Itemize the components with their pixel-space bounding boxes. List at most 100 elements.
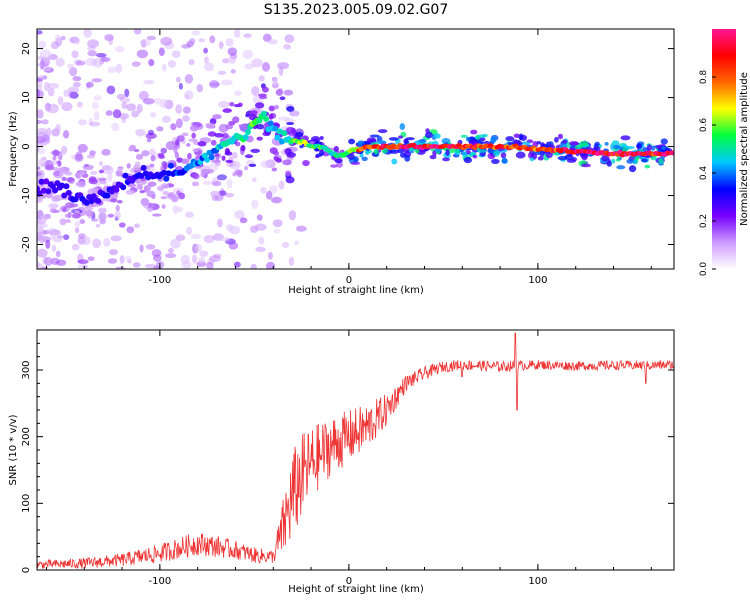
noise-blob bbox=[203, 56, 210, 64]
noise-blob bbox=[191, 30, 200, 36]
halo-blob bbox=[632, 159, 638, 165]
halo-blob bbox=[557, 133, 564, 140]
noise-blob bbox=[77, 143, 88, 153]
halo-blob bbox=[65, 219, 72, 223]
halo-blob bbox=[513, 133, 520, 139]
colorbar-gradient bbox=[712, 29, 736, 269]
noise-blob bbox=[234, 210, 245, 220]
halo-blob bbox=[147, 207, 154, 213]
halo-blob bbox=[660, 138, 668, 145]
noise-blob bbox=[251, 199, 259, 209]
halo-blob bbox=[624, 146, 635, 150]
noise-blob bbox=[74, 38, 80, 45]
noise-blob bbox=[105, 110, 113, 116]
noise-blob bbox=[98, 160, 104, 166]
halo-blob bbox=[562, 139, 568, 144]
noise-blob bbox=[57, 96, 64, 106]
noise-blob bbox=[44, 105, 52, 111]
halo-blob bbox=[125, 189, 135, 195]
halo-blob bbox=[146, 138, 152, 143]
noise-blob bbox=[43, 256, 53, 267]
noise-blob bbox=[115, 266, 126, 269]
noise-blob bbox=[170, 238, 181, 249]
halo-blob bbox=[271, 167, 278, 172]
colorbar-tick-label: 0.2 bbox=[699, 214, 709, 228]
noise-blob bbox=[92, 57, 103, 68]
noise-blob bbox=[267, 39, 278, 45]
noise-blob bbox=[126, 103, 137, 112]
halo-blob bbox=[474, 135, 481, 140]
halo-blob bbox=[463, 156, 473, 164]
halo-blob bbox=[299, 145, 304, 149]
halo-blob bbox=[658, 158, 664, 165]
halo-blob bbox=[376, 140, 387, 145]
halo-blob bbox=[579, 140, 589, 147]
noise-blob bbox=[230, 69, 236, 74]
halo-blob bbox=[99, 218, 106, 225]
halo-blob bbox=[333, 145, 340, 153]
colorbar-label: Normalized spectral amplitude bbox=[739, 72, 750, 226]
noise-blob bbox=[204, 62, 215, 72]
halo-blob bbox=[391, 158, 398, 165]
noise-blob bbox=[95, 53, 107, 58]
halo-blob bbox=[37, 196, 43, 203]
halo-blob bbox=[564, 154, 574, 161]
halo-blob bbox=[425, 131, 433, 139]
halo-blob bbox=[615, 158, 621, 162]
halo-blob bbox=[234, 141, 241, 147]
halo-blob bbox=[150, 155, 156, 162]
halo-blob bbox=[236, 170, 243, 178]
figure-title: S135.2023.005.09.02.G07 bbox=[264, 2, 449, 18]
noise-blob bbox=[142, 98, 155, 105]
noise-blob bbox=[59, 218, 67, 226]
spectrogram-x-ticks: -100 0 100 bbox=[45, 29, 652, 286]
halo-blob bbox=[460, 134, 468, 138]
noise-blob bbox=[190, 233, 202, 240]
halo-blob bbox=[101, 164, 112, 171]
halo-blob bbox=[491, 158, 500, 164]
halo-blob bbox=[136, 183, 142, 190]
noise-blob bbox=[115, 45, 125, 53]
ridge-blob bbox=[54, 180, 61, 187]
noise-blob bbox=[75, 60, 86, 66]
halo-blob bbox=[274, 104, 279, 110]
halo-blob bbox=[84, 163, 89, 168]
noise-blob bbox=[182, 115, 190, 122]
noise-blob bbox=[226, 178, 233, 189]
ridge-blob bbox=[163, 175, 170, 182]
halo-blob bbox=[212, 114, 222, 120]
ridge-blob bbox=[274, 134, 281, 141]
halo-blob bbox=[258, 95, 268, 100]
ridge-blob bbox=[165, 170, 172, 177]
halo-blob bbox=[215, 156, 220, 161]
halo-blob bbox=[132, 164, 141, 172]
noise-blob bbox=[139, 38, 151, 47]
halo-blob bbox=[285, 170, 292, 177]
halo-blob bbox=[581, 163, 591, 168]
noise-blob bbox=[161, 63, 167, 72]
snr-panel: -100 0 100 0 100 200 300 Height of straight l… bbox=[8, 329, 675, 595]
noise-blob bbox=[162, 115, 171, 124]
halo-blob bbox=[646, 144, 652, 151]
halo-blob bbox=[225, 159, 233, 163]
snr-y-tick-label: 200 bbox=[21, 427, 32, 446]
noise-blob bbox=[107, 258, 118, 264]
halo-blob bbox=[175, 139, 180, 146]
noise-blob bbox=[172, 205, 179, 215]
halo-blob bbox=[91, 218, 99, 222]
noise-blob bbox=[186, 226, 193, 235]
halo-blob bbox=[518, 133, 524, 141]
halo-blob bbox=[319, 135, 324, 141]
halo-blob bbox=[139, 189, 146, 194]
noise-blob bbox=[209, 190, 221, 197]
noise-blob bbox=[112, 109, 122, 119]
halo-blob bbox=[66, 177, 75, 183]
noise-blob bbox=[87, 50, 98, 57]
noise-blob bbox=[47, 82, 59, 89]
noise-blob bbox=[119, 255, 125, 264]
noise-blob bbox=[50, 41, 60, 50]
halo-blob bbox=[115, 204, 120, 212]
spectrogram-x-label: Height of straight line (km) bbox=[288, 285, 424, 296]
halo-blob bbox=[404, 154, 411, 162]
